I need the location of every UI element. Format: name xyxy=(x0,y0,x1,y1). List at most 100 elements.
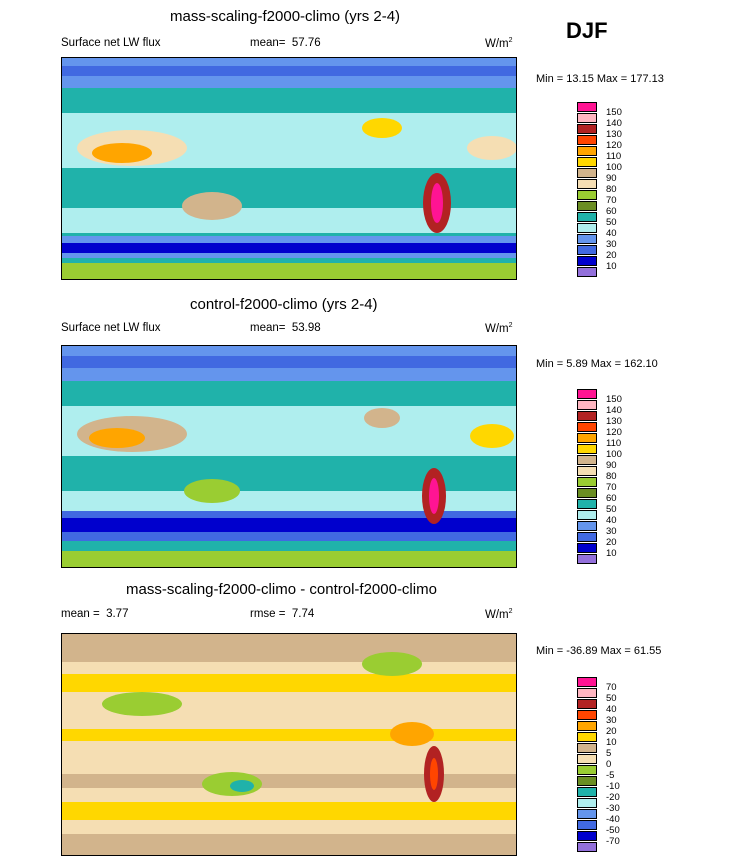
colorbar-swatch xyxy=(577,124,597,134)
colorbar-swatch xyxy=(577,699,597,709)
panel2-mean: mean= 53.98 xyxy=(250,322,321,334)
colorbar-label: 10 xyxy=(606,548,617,559)
colorbar-label: -10 xyxy=(606,781,620,792)
colorbar-swatch xyxy=(577,721,597,731)
colorbar-label: 10 xyxy=(606,737,617,748)
colorbar-swatch xyxy=(577,521,597,531)
panel2-units-base: W/m xyxy=(485,322,509,335)
panel3-rmse-label: rmse = xyxy=(250,608,286,620)
colorbar-swatch xyxy=(577,543,597,553)
colorbar-label: 140 xyxy=(606,405,622,416)
colorbar-label: 80 xyxy=(606,471,617,482)
colorbar-label: 70 xyxy=(606,682,617,693)
colorbar-swatch xyxy=(577,190,597,200)
panel3-rmse-value: 7.74 xyxy=(291,608,315,620)
panel1-max-value: 177.13 xyxy=(630,73,664,85)
colorbar-swatch xyxy=(577,102,597,112)
panel2-mean-label: mean= xyxy=(250,322,286,334)
colorbar-swatch xyxy=(577,842,597,852)
colorbar-swatch xyxy=(577,466,597,476)
colorbar-label: -50 xyxy=(606,825,620,836)
colorbar-label: 30 xyxy=(606,526,617,537)
panel3-units: W/m2 xyxy=(485,608,513,621)
colorbar-swatch xyxy=(577,422,597,432)
colorbar-swatch xyxy=(577,212,597,222)
panel1-units-base: W/m xyxy=(485,37,509,50)
panel2-variable: Surface net LW flux xyxy=(61,322,161,334)
colorbar-swatch xyxy=(577,433,597,443)
panel3-minmax: Min = -36.89 Max = 61.55 xyxy=(536,645,661,657)
panel1-mean-label: mean= xyxy=(250,37,286,49)
colorbar-swatch xyxy=(577,168,597,178)
panel2-units: W/m2 xyxy=(485,322,513,335)
colorbar-label: 70 xyxy=(606,195,617,206)
panel3-title: mass-scaling-f2000-climo - control-f2000… xyxy=(126,581,437,598)
panel3-units-sup: 2 xyxy=(508,608,513,615)
panel1-units-sup: 2 xyxy=(508,37,513,44)
panel2-max-label: Max = xyxy=(590,358,622,370)
panel1-variable: Surface net LW flux xyxy=(61,37,161,49)
colorbar-label: 50 xyxy=(606,504,617,515)
panel1-min-value: 13.15 xyxy=(566,73,594,85)
colorbar-label: 120 xyxy=(606,427,622,438)
colorbar-swatch xyxy=(577,743,597,753)
colorbar-label: 90 xyxy=(606,460,617,471)
colorbar-swatch xyxy=(577,754,597,764)
colorbar-label: 110 xyxy=(606,438,622,449)
panel1-min-label: Min = xyxy=(536,73,564,85)
colorbar-label: 0 xyxy=(606,759,612,770)
panel2-mean-value: 53.98 xyxy=(291,322,321,334)
panel3-max-label: Max = xyxy=(600,645,631,657)
colorbar-label: 40 xyxy=(606,515,617,526)
panel3-mean-label: mean = xyxy=(61,608,100,620)
colorbar-label: 40 xyxy=(606,228,617,239)
colorbar-swatch xyxy=(577,831,597,841)
colorbar-swatch xyxy=(577,179,597,189)
colorbar-swatch xyxy=(577,488,597,498)
panel3-min-value: -36.89 xyxy=(566,645,598,657)
colorbar-swatch xyxy=(577,113,597,123)
colorbar-swatch xyxy=(577,677,597,687)
panel1-colorbar: 150 140 130 120 110 100 90 80 70 60 50 40 30 20 10 xyxy=(577,102,627,284)
panel2-min-label: Min = xyxy=(536,358,564,370)
colorbar-swatch xyxy=(577,732,597,742)
season-label: DJF xyxy=(566,18,608,43)
colorbar-swatch xyxy=(577,710,597,720)
colorbar-label: 50 xyxy=(606,693,617,704)
colorbar-label: 70 xyxy=(606,482,617,493)
colorbar-label: 150 xyxy=(606,107,622,118)
panel1-minmax: Min = 13.15 Max = 177.13 xyxy=(536,73,664,85)
colorbar-label: 20 xyxy=(606,726,617,737)
colorbar-swatch xyxy=(577,444,597,454)
panel2-max-value: 162.10 xyxy=(624,358,658,370)
colorbar-swatch xyxy=(577,532,597,542)
colorbar-label: 110 xyxy=(606,151,622,162)
colorbar-label: 50 xyxy=(606,217,617,228)
colorbar-swatch xyxy=(577,809,597,819)
colorbar-swatch xyxy=(577,234,597,244)
colorbar-swatch xyxy=(577,135,597,145)
panel2-map-svg xyxy=(62,346,516,567)
colorbar-label: 5 xyxy=(606,748,612,759)
panel3-mean: mean = 3.77 xyxy=(61,608,128,620)
colorbar-label: 30 xyxy=(606,239,617,250)
colorbar-label: -20 xyxy=(606,792,620,803)
colorbar-swatch xyxy=(577,776,597,786)
colorbar-swatch xyxy=(577,389,597,399)
colorbar-label: 100 xyxy=(606,449,622,460)
colorbar-label: 30 xyxy=(606,715,617,726)
colorbar-label: 120 xyxy=(606,140,622,151)
panel3-map-svg xyxy=(62,634,516,855)
panel3-min-label: Min = xyxy=(536,645,564,657)
panel3-rmse: rmse = 7.74 xyxy=(250,608,314,620)
panel1-units: W/m2 xyxy=(485,37,513,50)
colorbar-label: 20 xyxy=(606,537,617,548)
panel2-colorbar: 150 140 130 120 110 100 90 80 70 60 50 40 30 20 10 xyxy=(577,389,627,571)
colorbar-label: 40 xyxy=(606,704,617,715)
panel1-mean: mean= 57.76 xyxy=(250,37,321,49)
colorbar-swatch xyxy=(577,223,597,233)
colorbar-swatch xyxy=(577,400,597,410)
colorbar-label: 150 xyxy=(606,394,622,405)
colorbar-swatch xyxy=(577,411,597,421)
colorbar-swatch xyxy=(577,765,597,775)
